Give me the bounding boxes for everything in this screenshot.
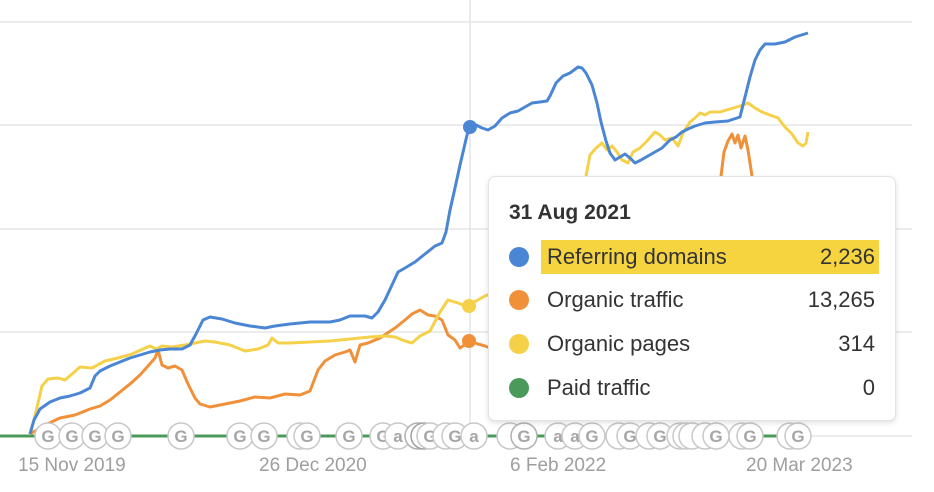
g-marker-icon[interactable]: G — [293, 422, 321, 450]
svg-text:a: a — [393, 427, 403, 446]
svg-text:G: G — [300, 427, 313, 446]
svg-text:G: G — [257, 427, 270, 446]
g-marker-icon[interactable]: G — [34, 422, 62, 450]
svg-text:G: G — [233, 427, 246, 446]
tooltip-row-highlight: Referring domains 2,236 — [541, 240, 879, 274]
svg-text:a: a — [469, 427, 479, 446]
hover-point-referring-domains[interactable] — [463, 120, 477, 134]
x-axis-label: 20 Mar 2023 — [746, 455, 853, 476]
tooltip-row-content: Paid traffic 0 — [541, 371, 879, 405]
x-axis-label: 6 Feb 2022 — [510, 455, 607, 476]
tooltip-row-paid-traffic: Paid traffic 0 — [509, 371, 879, 405]
legend-dot-icon — [509, 247, 529, 267]
a-marker-icon[interactable]: a — [460, 422, 488, 450]
tooltip-label: Organic pages — [547, 331, 691, 356]
svg-text:G: G — [65, 427, 78, 446]
x-axis-label: 26 Dec 2020 — [259, 455, 367, 476]
tooltip-value: 13,265 — [807, 287, 875, 312]
chart-tooltip: 31 Aug 2021 Referring domains 2,236 Orga… — [488, 176, 896, 421]
series-organic-traffic[interactable] — [29, 308, 491, 436]
svg-text:G: G — [585, 427, 598, 446]
g-marker-icon[interactable]: G — [335, 422, 363, 450]
tooltip-label: Referring domains — [547, 244, 727, 269]
svg-text:a: a — [553, 427, 563, 446]
tooltip-row-organic-traffic: Organic traffic 13,265 — [509, 283, 879, 317]
svg-text:G: G — [448, 427, 461, 446]
g-marker-icon[interactable]: G — [104, 422, 132, 450]
tooltip-value: 0 — [862, 375, 875, 400]
g-marker-icon[interactable]: G — [58, 422, 86, 450]
tooltip-label: Organic traffic — [547, 287, 684, 312]
g-marker-icon[interactable]: G — [510, 422, 538, 450]
hover-point-organic-pages[interactable] — [462, 299, 476, 313]
tooltip-row-organic-pages: Organic pages 314 — [509, 327, 879, 361]
g-marker-icon[interactable]: G — [226, 422, 254, 450]
g-marker-icon[interactable]: G — [578, 422, 606, 450]
g-marker-icon[interactable]: G — [81, 422, 109, 450]
svg-text:G: G — [517, 427, 530, 446]
g-marker-icon[interactable]: G — [736, 422, 764, 450]
series-organic-pages[interactable] — [28, 292, 491, 435]
g-marker-icon[interactable]: G — [784, 422, 812, 450]
g-marker-icon[interactable]: G — [167, 422, 195, 450]
svg-text:G: G — [709, 427, 722, 446]
tooltip-value: 2,236 — [819, 244, 875, 269]
legend-dot-icon — [509, 334, 529, 354]
svg-text:G: G — [791, 427, 804, 446]
svg-text:G: G — [174, 427, 187, 446]
tooltip-date: 31 Aug 2021 — [509, 201, 631, 224]
svg-text:G: G — [111, 427, 124, 446]
tooltip-row-content: Organic pages 314 — [541, 327, 879, 361]
g-marker-icon[interactable]: G — [441, 422, 469, 450]
g-marker-icon[interactable]: G — [250, 422, 278, 450]
series-organic-traffic-late[interactable] — [719, 132, 754, 177]
tooltip-value: 314 — [838, 331, 875, 356]
tooltip-row-referring-domains: Referring domains 2,236 — [509, 240, 879, 274]
legend-dot-icon — [509, 378, 529, 398]
tooltip-row-content: Organic traffic 13,265 — [541, 283, 879, 317]
google-update-markers[interactable]: G G G G G G G G G G a G G a G a a G G G … — [34, 422, 812, 450]
g-marker-icon[interactable]: G — [702, 422, 730, 450]
svg-text:G: G — [743, 427, 756, 446]
x-axis-label: 15 Nov 2019 — [18, 455, 126, 476]
series-organic-pages-late[interactable] — [584, 101, 810, 177]
svg-text:G: G — [623, 427, 636, 446]
svg-text:a: a — [570, 427, 580, 446]
svg-text:G: G — [342, 427, 355, 446]
legend-dot-icon — [509, 290, 529, 310]
tooltip-label: Paid traffic — [547, 375, 651, 400]
svg-text:G: G — [88, 427, 101, 446]
svg-text:G: G — [653, 427, 666, 446]
svg-text:G: G — [41, 427, 54, 446]
hover-point-organic-traffic[interactable] — [462, 334, 476, 348]
